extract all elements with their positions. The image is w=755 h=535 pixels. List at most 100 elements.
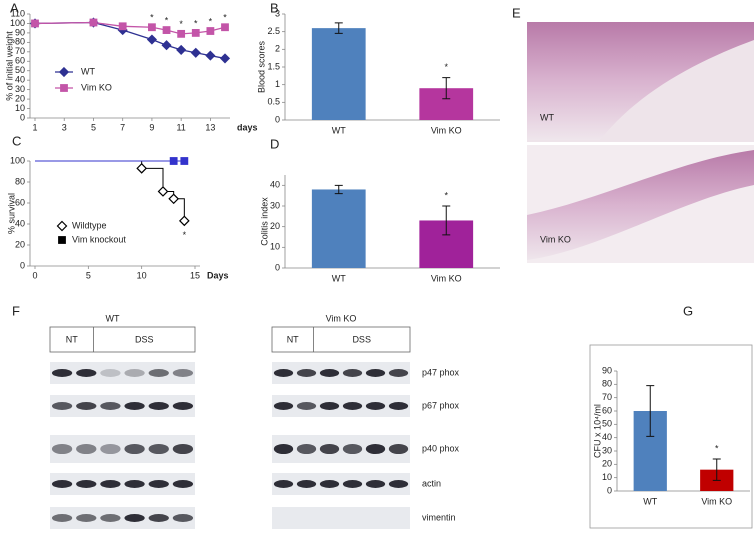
blot-band	[100, 514, 121, 522]
y-tick-label: 60	[602, 405, 612, 415]
x-tick-label: 9	[149, 122, 154, 132]
blot-strip	[50, 473, 195, 495]
point	[148, 23, 156, 32]
legend-label: Wildtype	[72, 220, 107, 230]
y-tick-label: 0	[275, 114, 280, 124]
blot-band	[342, 480, 363, 488]
blot-band	[342, 369, 363, 377]
y-tick-label: 10	[15, 103, 25, 113]
x-tick-label: 13	[205, 122, 215, 132]
y-tick-label: 20	[602, 459, 612, 469]
blot-band	[365, 443, 386, 455]
blot-strip	[50, 362, 195, 384]
panel-label: B	[270, 0, 279, 15]
y-tick-label: 20	[270, 221, 280, 231]
panel-label: D	[270, 136, 279, 151]
blot-band	[273, 402, 294, 410]
blot-band	[51, 514, 73, 522]
significance: *	[179, 19, 183, 29]
x-tick-label: 0	[32, 270, 37, 280]
x-tick-label: 3	[62, 122, 67, 132]
point	[168, 193, 180, 205]
blot-band	[172, 443, 194, 455]
y-tick-label: 2	[275, 44, 280, 54]
blot-band	[172, 480, 194, 488]
x-tick-label: 11	[176, 122, 185, 132]
y-axis-label: Colitis index	[259, 197, 269, 246]
protein-label: p40 phox	[422, 443, 460, 453]
y-tick-label: 30	[602, 445, 612, 455]
y-tick-label: 0	[20, 112, 25, 122]
significance: *	[194, 18, 198, 28]
error-bar	[442, 77, 451, 100]
blot-band	[76, 369, 97, 377]
y-tick-label: 100	[10, 155, 25, 165]
y-tick-label: 20	[15, 93, 25, 103]
blot-band	[172, 369, 194, 377]
bar	[311, 189, 366, 268]
blot-strip	[272, 362, 410, 384]
blot-band	[342, 402, 363, 410]
point	[180, 157, 189, 165]
y-tick-label: 20	[15, 239, 25, 249]
y-tick-label: 80	[15, 176, 25, 186]
blot-band	[51, 480, 73, 488]
error-bar	[334, 22, 343, 34]
blot-band	[296, 369, 317, 377]
point	[219, 53, 231, 64]
x-tick-label: 5	[86, 270, 91, 280]
blot-band	[100, 443, 121, 455]
x-tick-label: 15	[190, 270, 200, 280]
y-axis-label: % of initial weight	[4, 31, 14, 101]
blot-band	[273, 480, 294, 488]
y-tick-label: 3	[275, 8, 280, 18]
blot-band	[172, 514, 194, 522]
legend-label: Vim KO	[81, 82, 112, 92]
point	[176, 44, 187, 55]
blot-band	[51, 402, 73, 410]
blot-band	[388, 443, 409, 455]
significance: *	[150, 13, 154, 23]
blot-band	[124, 514, 145, 522]
y-tick-label: 2.5	[267, 26, 280, 36]
y-tick-label: 0.5	[267, 97, 280, 107]
protein-label: p47 phox	[422, 367, 460, 377]
blot-band	[365, 480, 386, 488]
blot-band	[296, 443, 317, 455]
blot-band	[76, 514, 97, 522]
blot-strip	[50, 507, 195, 529]
point	[205, 50, 216, 61]
blot-band	[148, 443, 169, 455]
point	[221, 23, 229, 32]
legend-marker	[58, 236, 66, 244]
x-axis-label: days	[237, 122, 258, 132]
x-tick-label: 7	[120, 122, 125, 132]
y-tick-label: 80	[602, 379, 612, 389]
blot-band	[365, 369, 386, 377]
point	[178, 215, 190, 227]
tissue	[527, 150, 754, 260]
y-tick-label: 0	[20, 260, 25, 270]
condition-label: DSS	[135, 334, 154, 344]
significance: *	[183, 230, 187, 240]
point	[136, 163, 148, 174]
y-tick-label: 1	[275, 79, 280, 89]
condition-label: NT	[287, 334, 299, 344]
blot-band	[124, 443, 145, 455]
y-tick-label: 40	[270, 180, 280, 190]
y-axis-label: Blood scores	[256, 40, 266, 93]
blot-band	[100, 402, 121, 410]
blot-strip	[50, 395, 195, 417]
legend-label: WT	[81, 66, 95, 76]
y-tick-label: 90	[602, 365, 612, 375]
point	[161, 40, 172, 51]
blot-strip	[272, 435, 410, 463]
protein-label: actin	[422, 478, 441, 488]
bar	[311, 28, 366, 121]
panel-label: G	[683, 303, 693, 318]
point	[169, 157, 178, 165]
protein-label: p67 phox	[422, 400, 460, 410]
blot-band	[365, 402, 386, 410]
significance: *	[444, 62, 448, 72]
header-box	[49, 326, 196, 353]
